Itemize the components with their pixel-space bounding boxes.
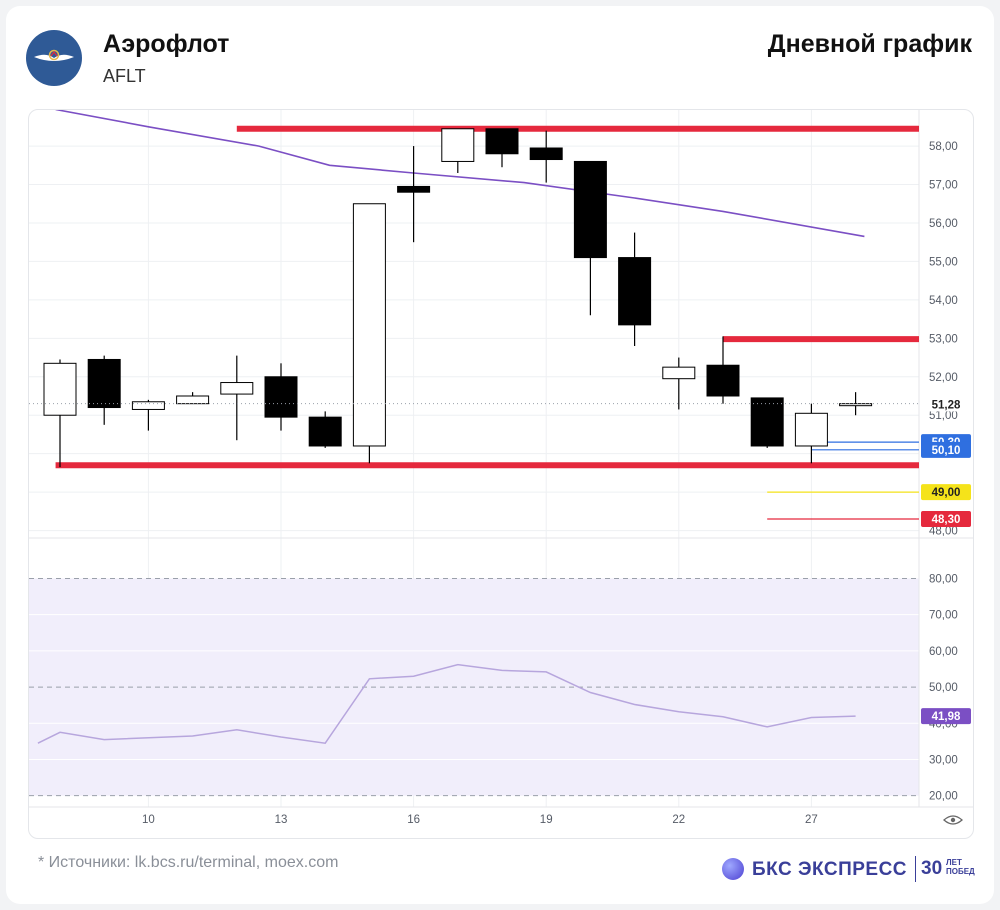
candle bbox=[220, 355, 254, 441]
candle bbox=[131, 399, 165, 431]
candle bbox=[750, 397, 784, 448]
candle-body bbox=[176, 395, 210, 405]
rsi-tick-label: 80,00 bbox=[929, 573, 958, 585]
brand-name: БКС ЭКСПРЕСС bbox=[752, 859, 908, 880]
candle-body bbox=[87, 358, 121, 409]
brand-orb-icon bbox=[722, 858, 744, 880]
x-tick-label: 10 bbox=[142, 814, 155, 826]
rsi-tick-label: 70,00 bbox=[929, 610, 958, 622]
aeroflot-wings-icon bbox=[34, 49, 74, 61]
candle-body bbox=[618, 257, 652, 326]
candle-body bbox=[441, 128, 475, 162]
candle bbox=[573, 160, 607, 316]
ticker-code: AFLT bbox=[103, 66, 146, 86]
candle-body bbox=[308, 416, 342, 447]
rsi-current-badge-bg bbox=[921, 708, 971, 725]
candle-body bbox=[662, 366, 696, 380]
level-badge: 48,30 bbox=[932, 514, 961, 526]
candle-body bbox=[529, 147, 563, 161]
x-tick-label: 27 bbox=[805, 814, 818, 826]
candle-body bbox=[839, 403, 873, 407]
rsi-line bbox=[37, 663, 856, 745]
candle bbox=[176, 392, 210, 405]
candle bbox=[87, 355, 121, 425]
candle-body bbox=[43, 362, 77, 416]
level-badge-bg bbox=[921, 441, 971, 458]
rsi-tick-label: 20,00 bbox=[929, 791, 958, 803]
x-tick-label: 22 bbox=[672, 814, 685, 826]
chart-title: Дневной график bbox=[767, 30, 972, 58]
candle-body bbox=[220, 382, 254, 395]
price-tick-label: 57,00 bbox=[929, 180, 958, 192]
price-tick-label: 52,00 bbox=[929, 372, 958, 384]
eye-outline bbox=[943, 815, 963, 825]
x-tick-label: 19 bbox=[540, 814, 553, 826]
eye-pupil bbox=[950, 817, 956, 823]
rsi-current-badge: 41,98 bbox=[932, 711, 961, 723]
eye-icon bbox=[943, 815, 963, 825]
candle bbox=[662, 357, 696, 410]
candle bbox=[706, 336, 740, 404]
price-tick-label: 58,00 bbox=[929, 141, 958, 153]
company-logo bbox=[26, 30, 82, 86]
candle bbox=[308, 411, 342, 448]
candle-body bbox=[397, 185, 431, 193]
candle bbox=[441, 128, 475, 173]
price-tick-label: 53,00 bbox=[929, 333, 958, 345]
level-badge-bg bbox=[921, 484, 971, 501]
brand-tagline-2: ПОБЕД bbox=[946, 867, 975, 876]
candle-body bbox=[706, 364, 740, 397]
candle bbox=[397, 146, 431, 243]
rsi-tick-label: 60,00 bbox=[929, 646, 958, 658]
level-badge: 49,00 bbox=[932, 487, 961, 499]
sources-note: * Источники: lk.bcs.ru/terminal, moex.co… bbox=[38, 854, 339, 871]
chart-area[interactable]: 58,00 57,00 56,00 55,00 54,00 53,00 52,00 51,00… bbox=[28, 109, 974, 839]
candle bbox=[529, 130, 563, 183]
candle bbox=[485, 128, 519, 168]
candle bbox=[43, 359, 77, 468]
x-tick-label: 13 bbox=[275, 814, 288, 826]
rsi-tick-label: 30,00 bbox=[929, 754, 958, 766]
candle-body bbox=[794, 412, 828, 447]
candle-body bbox=[131, 401, 165, 410]
brand-tagline: ЛЕТ ПОБЕД bbox=[946, 858, 975, 876]
price-tick-label: 56,00 bbox=[929, 218, 958, 230]
candle-body bbox=[352, 203, 386, 447]
candle bbox=[839, 392, 873, 416]
brand-logo: БКС ЭКСПРЕСС 30 ЛЕТ ПОБЕД bbox=[722, 856, 982, 886]
chart-card: Аэрофлот AFLT Дневной график 58,00 57,00 5… bbox=[6, 6, 994, 904]
price-tick-label: 51,00 bbox=[929, 410, 958, 422]
candle bbox=[264, 363, 298, 431]
price-tick-label: 55,00 bbox=[929, 256, 958, 268]
candle bbox=[794, 403, 828, 464]
rsi-tick-label: 50,00 bbox=[929, 682, 958, 694]
brand-divider bbox=[915, 856, 916, 882]
company-name: Аэрофлот bbox=[103, 30, 230, 58]
candle-body bbox=[264, 376, 298, 418]
last-price-label: 51,28 bbox=[932, 399, 961, 411]
candle-body bbox=[750, 397, 784, 447]
chart-header: Аэрофлот AFLT Дневной график bbox=[6, 6, 994, 106]
price-tick-label: 54,00 bbox=[929, 295, 958, 307]
level-badge: 50,10 bbox=[932, 445, 961, 457]
candle bbox=[618, 232, 652, 347]
candle bbox=[352, 203, 386, 464]
brand-number: 30 bbox=[921, 858, 943, 879]
level-badge-bg bbox=[921, 511, 971, 528]
price-tick-label: 48,00 bbox=[929, 526, 958, 538]
brand-tagline-1: ЛЕТ bbox=[946, 858, 962, 867]
last-price-badge-bg bbox=[921, 396, 971, 412]
price-chart[interactable]: 58,00 57,00 56,00 55,00 54,00 53,00 52,00 51,00… bbox=[29, 110, 973, 838]
candle-body bbox=[485, 128, 519, 155]
x-tick-label: 16 bbox=[407, 814, 420, 826]
candle-body bbox=[573, 160, 607, 259]
